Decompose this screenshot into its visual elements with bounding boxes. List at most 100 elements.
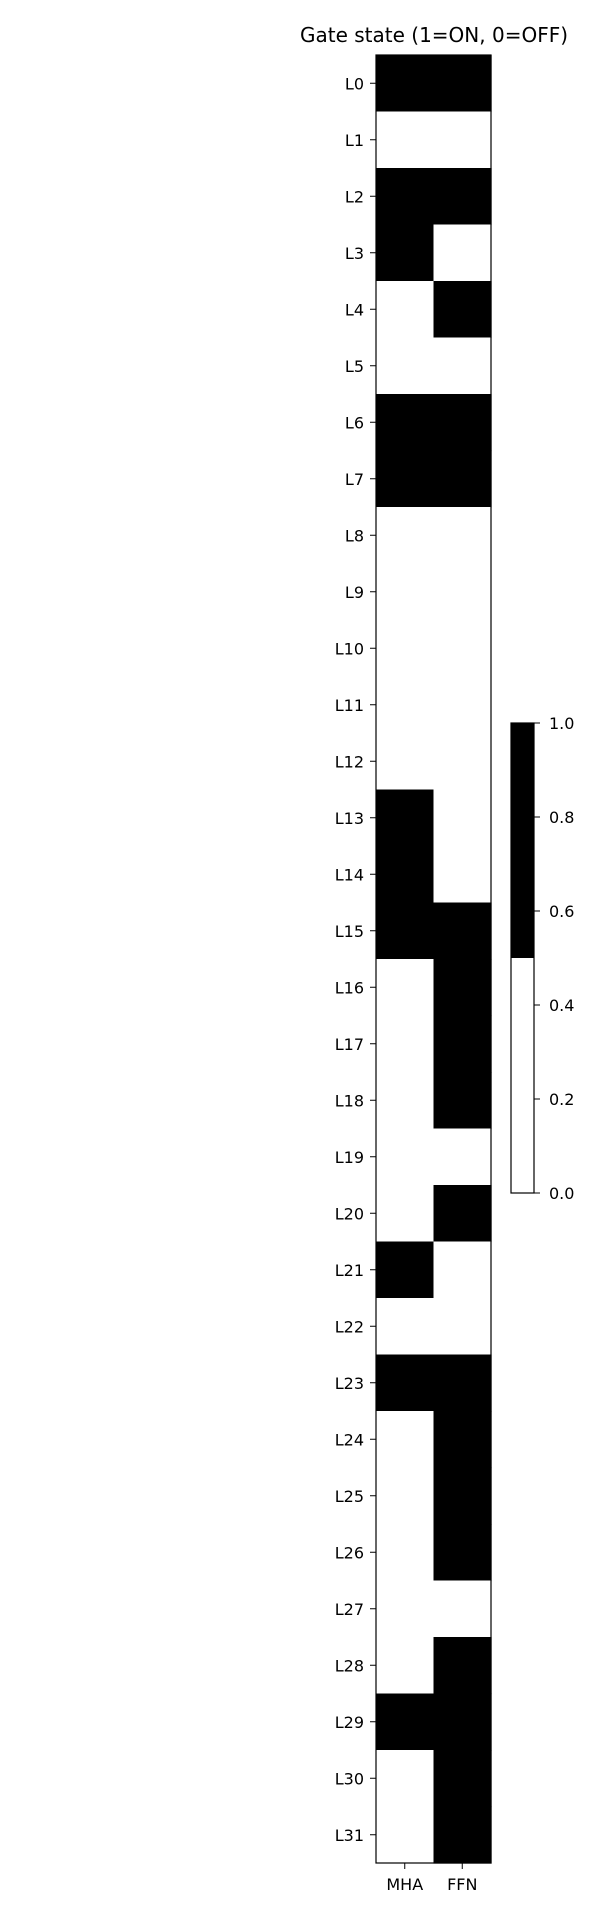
row-tick-label: L17 xyxy=(335,1035,364,1054)
column-tick-label: FFN xyxy=(447,1875,477,1894)
heatmap-cell xyxy=(376,846,435,904)
row-tick-label: L24 xyxy=(335,1430,364,1449)
heatmap-cell xyxy=(433,111,492,169)
heatmap-cell xyxy=(376,55,435,113)
heatmap-cell xyxy=(376,1298,435,1356)
row-tick-label: L27 xyxy=(335,1600,364,1619)
row-tick-label: L3 xyxy=(345,244,364,263)
heatmap-cell xyxy=(376,1241,435,1299)
row-tick-label: L31 xyxy=(335,1826,364,1845)
heatmap-cell xyxy=(376,563,435,621)
heatmap-cell xyxy=(433,1806,492,1864)
heatmap-cell xyxy=(433,1185,492,1243)
heatmap-cell xyxy=(433,733,492,791)
row-tick-label: L10 xyxy=(335,639,364,658)
colorbar: 0.0 0.2 0.4 0.6 0.8 1.0 xyxy=(510,714,574,1203)
heatmap-cell xyxy=(433,846,492,904)
row-tick-label: L19 xyxy=(335,1148,364,1167)
row-tick-label: L26 xyxy=(335,1543,364,1562)
heatmap-cell xyxy=(433,1298,492,1356)
heatmap-cell xyxy=(376,1693,435,1751)
row-tick-label: L11 xyxy=(335,696,364,715)
heatmap-cell xyxy=(433,1467,492,1525)
heatmap-cell xyxy=(433,1693,492,1751)
row-tick-labels: L0 L1 L2 L3 L4 L5 L6 L7 L8 L9 L10 L11 L12 L13 L14 L15 L1… xyxy=(335,74,376,1845)
heatmap-cell xyxy=(376,1185,435,1243)
column-tick-label: MHA xyxy=(386,1875,423,1894)
row-tick-label: L1 xyxy=(345,131,364,150)
row-tick-label: L7 xyxy=(345,470,364,489)
heatmap-cell xyxy=(433,620,492,678)
row-tick-label: L2 xyxy=(345,187,364,206)
heatmap-cell xyxy=(376,1580,435,1638)
heatmap-cell xyxy=(433,1411,492,1469)
heatmap-cell xyxy=(433,55,492,113)
row-tick-label: L20 xyxy=(335,1204,364,1223)
heatmap-cell xyxy=(433,959,492,1017)
heatmap-cell xyxy=(376,733,435,791)
heatmap-cell xyxy=(376,1354,435,1412)
row-tick-label: L0 xyxy=(345,74,364,93)
row-tick-label: L25 xyxy=(335,1487,364,1506)
heatmap-cell xyxy=(433,789,492,847)
heatmap-cell xyxy=(376,1750,435,1808)
heatmap-cell xyxy=(376,1467,435,1525)
heatmap-cell xyxy=(433,507,492,565)
heatmap-cell xyxy=(433,337,492,395)
heatmap-cell xyxy=(433,450,492,508)
heatmap-cell xyxy=(433,1580,492,1638)
heatmap-cell xyxy=(433,394,492,452)
heatmap-cell xyxy=(376,1128,435,1186)
heatmap-cell xyxy=(376,507,435,565)
row-tick-label: L18 xyxy=(335,1091,364,1110)
heatmap-cell xyxy=(376,111,435,169)
heatmap-cell xyxy=(376,450,435,508)
row-tick-label: L12 xyxy=(335,752,364,771)
heatmap-cell xyxy=(433,676,492,734)
chart-title: Gate state (1=ON, 0=OFF) xyxy=(300,23,568,47)
row-tick-label: L8 xyxy=(345,526,364,545)
row-tick-label: L14 xyxy=(335,865,364,884)
row-tick-label: L6 xyxy=(345,413,364,432)
row-tick-label: L21 xyxy=(335,1261,364,1280)
heatmap-cell xyxy=(433,281,492,339)
heatmap-cells xyxy=(376,55,492,1864)
row-tick-label: L30 xyxy=(335,1769,364,1788)
heatmap-cell xyxy=(376,1637,435,1695)
row-tick-label: L15 xyxy=(335,922,364,941)
row-tick-label: L9 xyxy=(345,583,364,602)
heatmap-cell xyxy=(376,789,435,847)
row-tick-label: L5 xyxy=(345,357,364,376)
row-tick-label: L28 xyxy=(335,1656,364,1675)
heatmap-cell xyxy=(433,563,492,621)
heatmap-cell xyxy=(433,1750,492,1808)
heatmap-cell xyxy=(433,1241,492,1299)
row-tick-label: L4 xyxy=(345,300,364,319)
heatmap-cell xyxy=(433,1637,492,1695)
colorbar-tick-label: 0.2 xyxy=(549,1090,574,1109)
heatmap-cell xyxy=(376,1072,435,1130)
heatmap-cell xyxy=(376,959,435,1017)
colorbar-segment-off xyxy=(511,958,534,1193)
heatmap-cell xyxy=(376,1524,435,1582)
row-tick-label: L23 xyxy=(335,1374,364,1393)
heatmap-cell xyxy=(433,224,492,282)
colorbar-tick-label: 1.0 xyxy=(549,714,574,733)
colorbar-tick-label: 0.6 xyxy=(549,902,574,921)
heatmap-cell xyxy=(433,1128,492,1186)
column-tick-labels: MHA FFN xyxy=(386,1863,477,1894)
row-tick-label: L22 xyxy=(335,1317,364,1336)
heatmap-cell xyxy=(376,1015,435,1073)
row-tick-label: L16 xyxy=(335,978,364,997)
heatmap-cell xyxy=(376,281,435,339)
colorbar-tick-label: 0.8 xyxy=(549,808,574,827)
colorbar-tick-label: 0.4 xyxy=(549,996,574,1015)
heatmap-cell xyxy=(433,1072,492,1130)
heatmap-cell xyxy=(433,1354,492,1412)
heatmap-cell xyxy=(376,394,435,452)
colorbar-tick-label: 0.0 xyxy=(549,1184,574,1203)
row-tick-label: L13 xyxy=(335,809,364,828)
heatmap-cell xyxy=(376,1806,435,1864)
colorbar-frame xyxy=(510,722,535,1194)
